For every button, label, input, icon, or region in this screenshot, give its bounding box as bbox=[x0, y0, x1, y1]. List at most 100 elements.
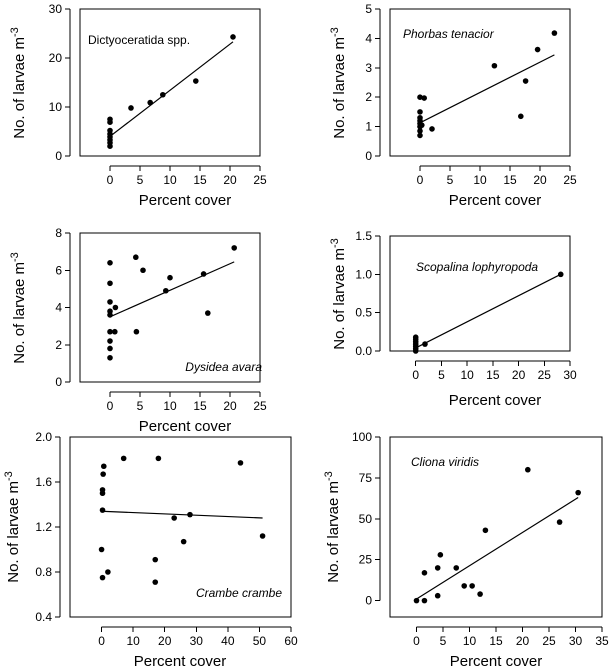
ticks-layer: 0 5 10 15 20 25 30 35 0 25 50 75 100 bbox=[352, 430, 609, 648]
x-tick-label: 10 bbox=[473, 173, 487, 187]
data-point bbox=[477, 591, 483, 597]
x-tick-label: 20 bbox=[158, 634, 172, 648]
data-point bbox=[99, 507, 106, 513]
data-point bbox=[230, 34, 236, 40]
data-point bbox=[422, 341, 428, 347]
panel-title: Cliona viridis bbox=[411, 455, 479, 469]
data-point bbox=[575, 489, 581, 496]
ticks-layer: 0 5 10 15 20 25 0 1 2 3 4 5 bbox=[365, 2, 577, 187]
x-tick-label: 10 bbox=[463, 634, 477, 648]
y-tick-label: 3 bbox=[365, 61, 372, 75]
fit-line bbox=[109, 41, 234, 137]
data-point bbox=[453, 565, 460, 571]
ticks-layer: 0 5 10 15 20 25 0 2 4 6 8 bbox=[55, 226, 267, 413]
y-tick-label: 6 bbox=[55, 263, 62, 277]
x-tick-label: 20 bbox=[223, 173, 237, 187]
ticks-layer: 0 10 20 30 40 50 60 0.4 0.8 1.2 1.6 2.0 bbox=[35, 430, 298, 648]
x-axis-title: Percent cover bbox=[134, 653, 227, 670]
panel-phorbas: 0 5 10 15 20 25 0 1 2 3 4 5 Phorbas tenacior Percen… bbox=[329, 2, 577, 209]
y-axis-title: No. of larvae m-3 bbox=[9, 252, 28, 364]
data-point bbox=[429, 126, 435, 132]
y-tick-label: 50 bbox=[359, 512, 373, 526]
plot-frame bbox=[69, 436, 292, 618]
x-tick-label: 0 bbox=[413, 634, 420, 648]
x-tick-label: 25 bbox=[253, 173, 267, 187]
data-point bbox=[167, 274, 173, 281]
x-tick-label: 25 bbox=[538, 368, 552, 382]
y-tick-label: 0 bbox=[365, 149, 372, 163]
x-tick-label: 25 bbox=[542, 634, 556, 648]
data-point bbox=[133, 328, 140, 335]
x-tick-label: 15 bbox=[486, 368, 500, 382]
y-axis-title: No. of larvae m-3 bbox=[3, 471, 22, 583]
data-point bbox=[534, 46, 541, 53]
y-tick-label: 2 bbox=[55, 338, 62, 352]
y-tick-label: 100 bbox=[352, 430, 372, 444]
y-tick-label: 0.0 bbox=[355, 344, 372, 358]
x-tick-label: 60 bbox=[284, 634, 298, 648]
fit-line bbox=[109, 261, 235, 318]
data-point bbox=[120, 455, 127, 462]
y-axis-title: No. of larvae m-3 bbox=[329, 238, 348, 350]
x-tick-label: 20 bbox=[512, 368, 526, 382]
ticks-layer: 0 5 10 15 20 25 30 0.0 0.5 1.0 1.5 bbox=[355, 229, 577, 382]
data-point bbox=[491, 62, 498, 69]
fit-line bbox=[415, 273, 562, 349]
points-layer bbox=[107, 34, 236, 149]
y-tick-label: 8 bbox=[55, 226, 62, 240]
plot-frame bbox=[389, 8, 571, 157]
panel-dysidea: 0 5 10 15 20 25 0 2 4 6 8 Dysidea avara Percent co… bbox=[9, 226, 267, 435]
data-point bbox=[107, 280, 113, 287]
y-tick-label: 20 bbox=[49, 51, 63, 65]
y-tick-label: 5 bbox=[365, 2, 372, 16]
y-tick-label: 0 bbox=[55, 149, 62, 163]
data-point bbox=[482, 527, 489, 534]
data-point bbox=[417, 94, 423, 100]
data-point bbox=[557, 271, 564, 278]
ticks-layer: 0 5 10 15 20 25 0 10 20 30 bbox=[49, 2, 267, 187]
x-tick-label: 20 bbox=[516, 634, 530, 648]
x-tick-label: 15 bbox=[193, 173, 207, 187]
panel-title: Dictyoceratida spp. bbox=[88, 33, 190, 47]
data-point bbox=[99, 487, 106, 493]
y-tick-label: 25 bbox=[359, 553, 373, 567]
y-tick-label: 1.6 bbox=[35, 475, 52, 489]
data-point bbox=[421, 597, 428, 604]
data-point bbox=[100, 471, 106, 477]
plot-frame bbox=[79, 232, 261, 383]
x-tick-label: 25 bbox=[563, 173, 577, 187]
x-tick-label: 5 bbox=[447, 173, 454, 187]
x-tick-label: 0 bbox=[107, 399, 114, 413]
data-point bbox=[417, 132, 423, 139]
x-tick-label: 30 bbox=[569, 634, 583, 648]
x-tick-label: 25 bbox=[253, 399, 267, 413]
x-tick-label: 10 bbox=[163, 399, 177, 413]
data-point bbox=[140, 267, 146, 274]
data-point bbox=[107, 328, 113, 335]
y-tick-label: 75 bbox=[359, 471, 373, 485]
x-tick-label: 5 bbox=[438, 368, 445, 382]
data-point bbox=[434, 565, 441, 571]
data-point bbox=[147, 99, 153, 106]
data-point bbox=[556, 519, 563, 525]
y-tick-label: 0 bbox=[365, 594, 372, 608]
fit-line bbox=[416, 497, 579, 600]
data-point bbox=[107, 299, 113, 305]
data-point bbox=[160, 91, 166, 98]
data-point bbox=[155, 455, 162, 462]
y-tick-label: 0.4 bbox=[35, 610, 52, 624]
data-point bbox=[107, 260, 113, 266]
fit-line bbox=[419, 54, 555, 124]
panel-scopalina: 0 5 10 15 20 25 30 0.0 0.5 1.0 1.5 Scopalina lophy… bbox=[329, 229, 577, 409]
x-tick-label: 0 bbox=[412, 368, 419, 382]
x-axis-title: Percent cover bbox=[449, 192, 542, 209]
data-point bbox=[187, 511, 193, 518]
panel-title: Crambe crambe bbox=[196, 586, 282, 600]
data-point bbox=[105, 569, 111, 575]
x-tick-label: 5 bbox=[137, 399, 144, 413]
data-point bbox=[112, 328, 118, 335]
y-tick-label: 30 bbox=[49, 2, 63, 16]
x-tick-label: 30 bbox=[190, 634, 204, 648]
data-point bbox=[100, 463, 107, 470]
